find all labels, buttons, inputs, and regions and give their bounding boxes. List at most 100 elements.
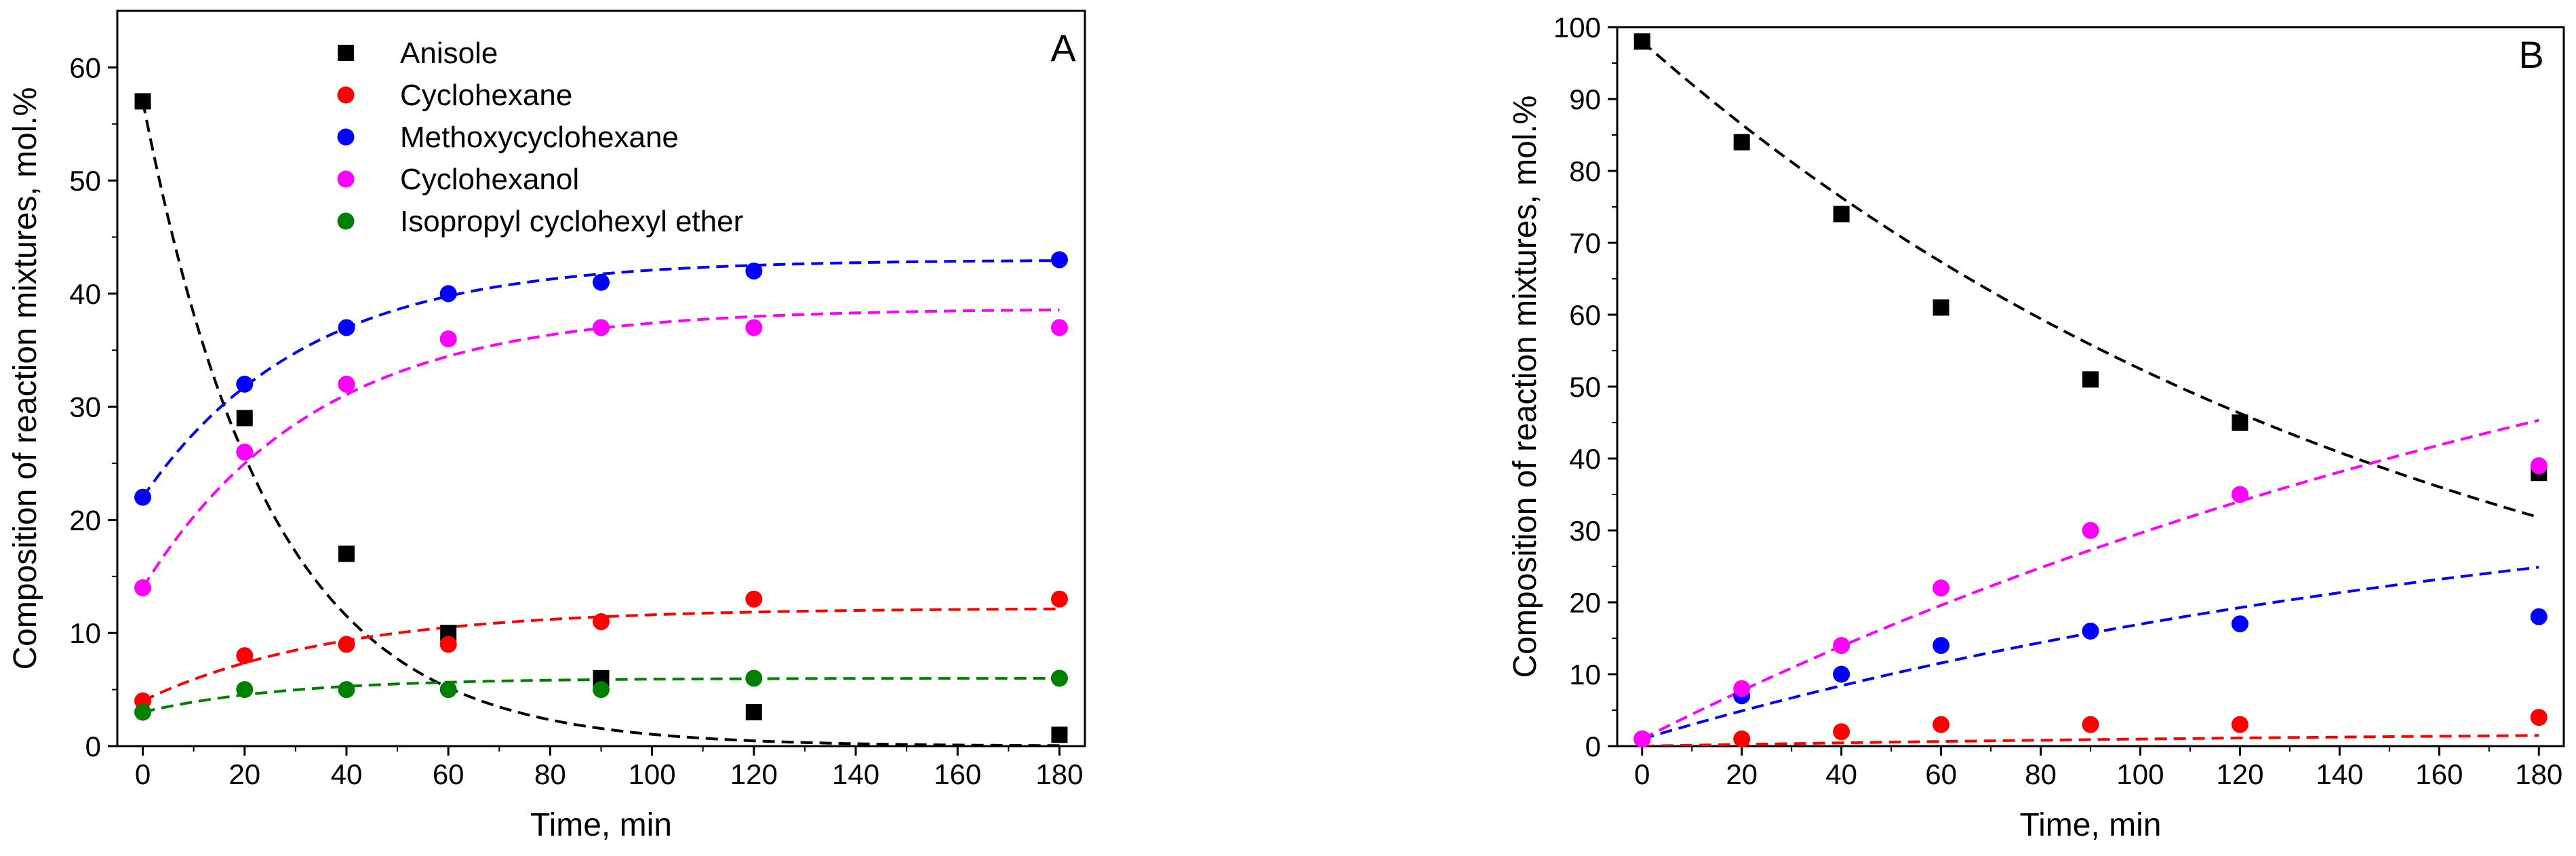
data-point-methoxycyclohexane [439,285,457,303]
data-point-cyclohexane [745,590,763,608]
data-point-isopropyl-cyclohexyl-ether [439,681,457,699]
y-tick-label: 20 [1569,587,1601,619]
x-tick-label: 80 [2025,758,2057,790]
y-tick-label: 40 [1569,443,1601,475]
y-tick-label: 30 [1569,515,1601,547]
data-point-anisole [1933,299,1949,316]
y-tick-label: 70 [1569,227,1601,259]
x-tick-label: 40 [331,758,363,790]
fit-curve-methoxycyclohexane [1642,566,2539,741]
data-point-cyclohexanol [1733,680,1751,697]
data-point-isopropyl-cyclohexyl-ether [338,681,355,699]
data-point-methoxycyclohexane [338,319,355,336]
legend: Anisole Cyclohexane Methoxycyclohexane Cycl… [337,37,743,238]
chart-panel-b: 0 20 40 60 80 100 120 140 160 180 0 10 20 30 40 50 60 70 8… [1507,12,2565,843]
data-point-anisole [745,703,762,720]
data-point-methoxycyclohexane [236,375,254,393]
y-tick-label: 60 [1569,299,1601,331]
data-point-cyclohexanol [1633,730,1651,747]
data-point-cyclohexanol [745,319,763,336]
data-point-cyclohexane [1933,716,1950,733]
data-point-anisole [236,410,253,427]
legend-label-methoxycyclohexane: Methoxycyclohexane [400,121,679,154]
data-point-isopropyl-cyclohexyl-ether [236,681,254,699]
x-tick-label: 0 [135,758,151,790]
fit-curve-anisole [141,101,1060,746]
x-tick-label: 20 [229,758,260,790]
data-point-cyclohexanol [2231,486,2248,503]
data-point-methoxycyclohexane [2530,608,2548,625]
y-axis-title: Composition of reaction mixtures, mol.% [1507,96,1543,678]
data-point-anisole [338,545,355,562]
legend-marker-anisole [338,45,354,61]
y-tick-label: 0 [1585,731,1601,762]
data-point-isopropyl-cyclohexyl-ether [593,681,610,699]
data-point-isopropyl-cyclohexyl-ether [134,703,152,721]
data-point-anisole [134,93,151,110]
data-point-cyclohexane [439,636,457,653]
data-point-cyclohexanol [439,330,457,348]
data-point-cyclohexane [1050,590,1068,608]
x-tick-label: 180 [2515,758,2562,790]
x-tick-label: 180 [1035,758,1083,790]
x-tick-label: 120 [2216,758,2263,790]
data-point-anisole [1733,134,1750,151]
fit-curve-cyclohexanol [1641,419,2539,741]
data-point-cyclohexanol [593,319,610,336]
data-point-cyclohexanol [2082,522,2099,539]
data-point-cyclohexane [1733,730,1751,747]
data-point-cyclohexanol [1833,637,1850,655]
data-point-cyclohexane [2530,709,2548,726]
x-tick-label: 160 [2415,758,2463,790]
legend-label-cyclohexane: Cyclohexane [400,79,572,112]
fit-curve-cyclohexane [142,607,1060,703]
legend-marker-cyclohexanol [337,170,355,188]
y-tick-label: 30 [69,391,101,423]
fit-curve-anisole [1641,40,2539,519]
y-axis-title: Composition of reaction mixtures, mol.% [7,87,43,670]
y-tick-label: 90 [1569,83,1601,115]
data-point-cyclohexanol [1933,579,1950,597]
data-point-cyclohexane [2082,716,2099,733]
y-tick-label: 80 [1569,155,1601,187]
data-point-cyclohexanol [338,375,355,393]
x-tick-label: 100 [629,758,676,790]
data-point-methoxycyclohexane [2082,622,2099,640]
data-point-cyclohexanol [134,579,152,597]
y-tick-label: 50 [1569,371,1601,403]
data-point-methoxycyclohexane [593,273,610,291]
x-tick-label: 100 [2116,758,2164,790]
data-point-isopropyl-cyclohexyl-ether [745,669,763,687]
data-point-methoxycyclohexane [1933,637,1950,655]
data-point-cyclohexane [338,636,355,653]
data-point-anisole [1833,206,1850,222]
x-tick-label: 0 [1634,758,1650,790]
y-tick-label: 10 [69,617,101,649]
panel-label: B [2518,33,2543,76]
y-tick-label: 100 [1553,12,1601,43]
y-tick-label: 40 [69,278,101,310]
x-tick-label: 140 [2316,758,2363,790]
y-tick-label: 50 [69,165,101,197]
fit-curve-cyclohexanol [141,308,1060,589]
legend-label-isopropyl-cyclohexyl-ether: Isopropyl cyclohexyl ether [400,205,743,238]
x-tick-label: 120 [730,758,778,790]
data-point-methoxycyclohexane [1833,665,1850,683]
data-point-methoxycyclohexane [134,488,152,506]
legend-marker-isopropyl-cyclohexyl-ether [337,212,355,230]
data-point-cyclohexane [236,647,254,665]
legend-label-anisole: Anisole [400,37,498,70]
y-tick-label: 0 [85,731,101,762]
legend-label-cyclohexanol: Cyclohexanol [400,163,579,196]
x-tick-label: 160 [934,758,981,790]
x-axis-title: Time, min [530,807,672,843]
panel-label: A [1050,26,1076,69]
x-tick-label: 140 [832,758,879,790]
fit-curve-methoxycyclohexane [141,259,1060,499]
data-point-anisole [1051,726,1068,743]
legend-marker-methoxycyclohexane [337,128,355,146]
y-tick-label: 60 [69,52,101,83]
data-point-cyclohexane [593,613,610,631]
